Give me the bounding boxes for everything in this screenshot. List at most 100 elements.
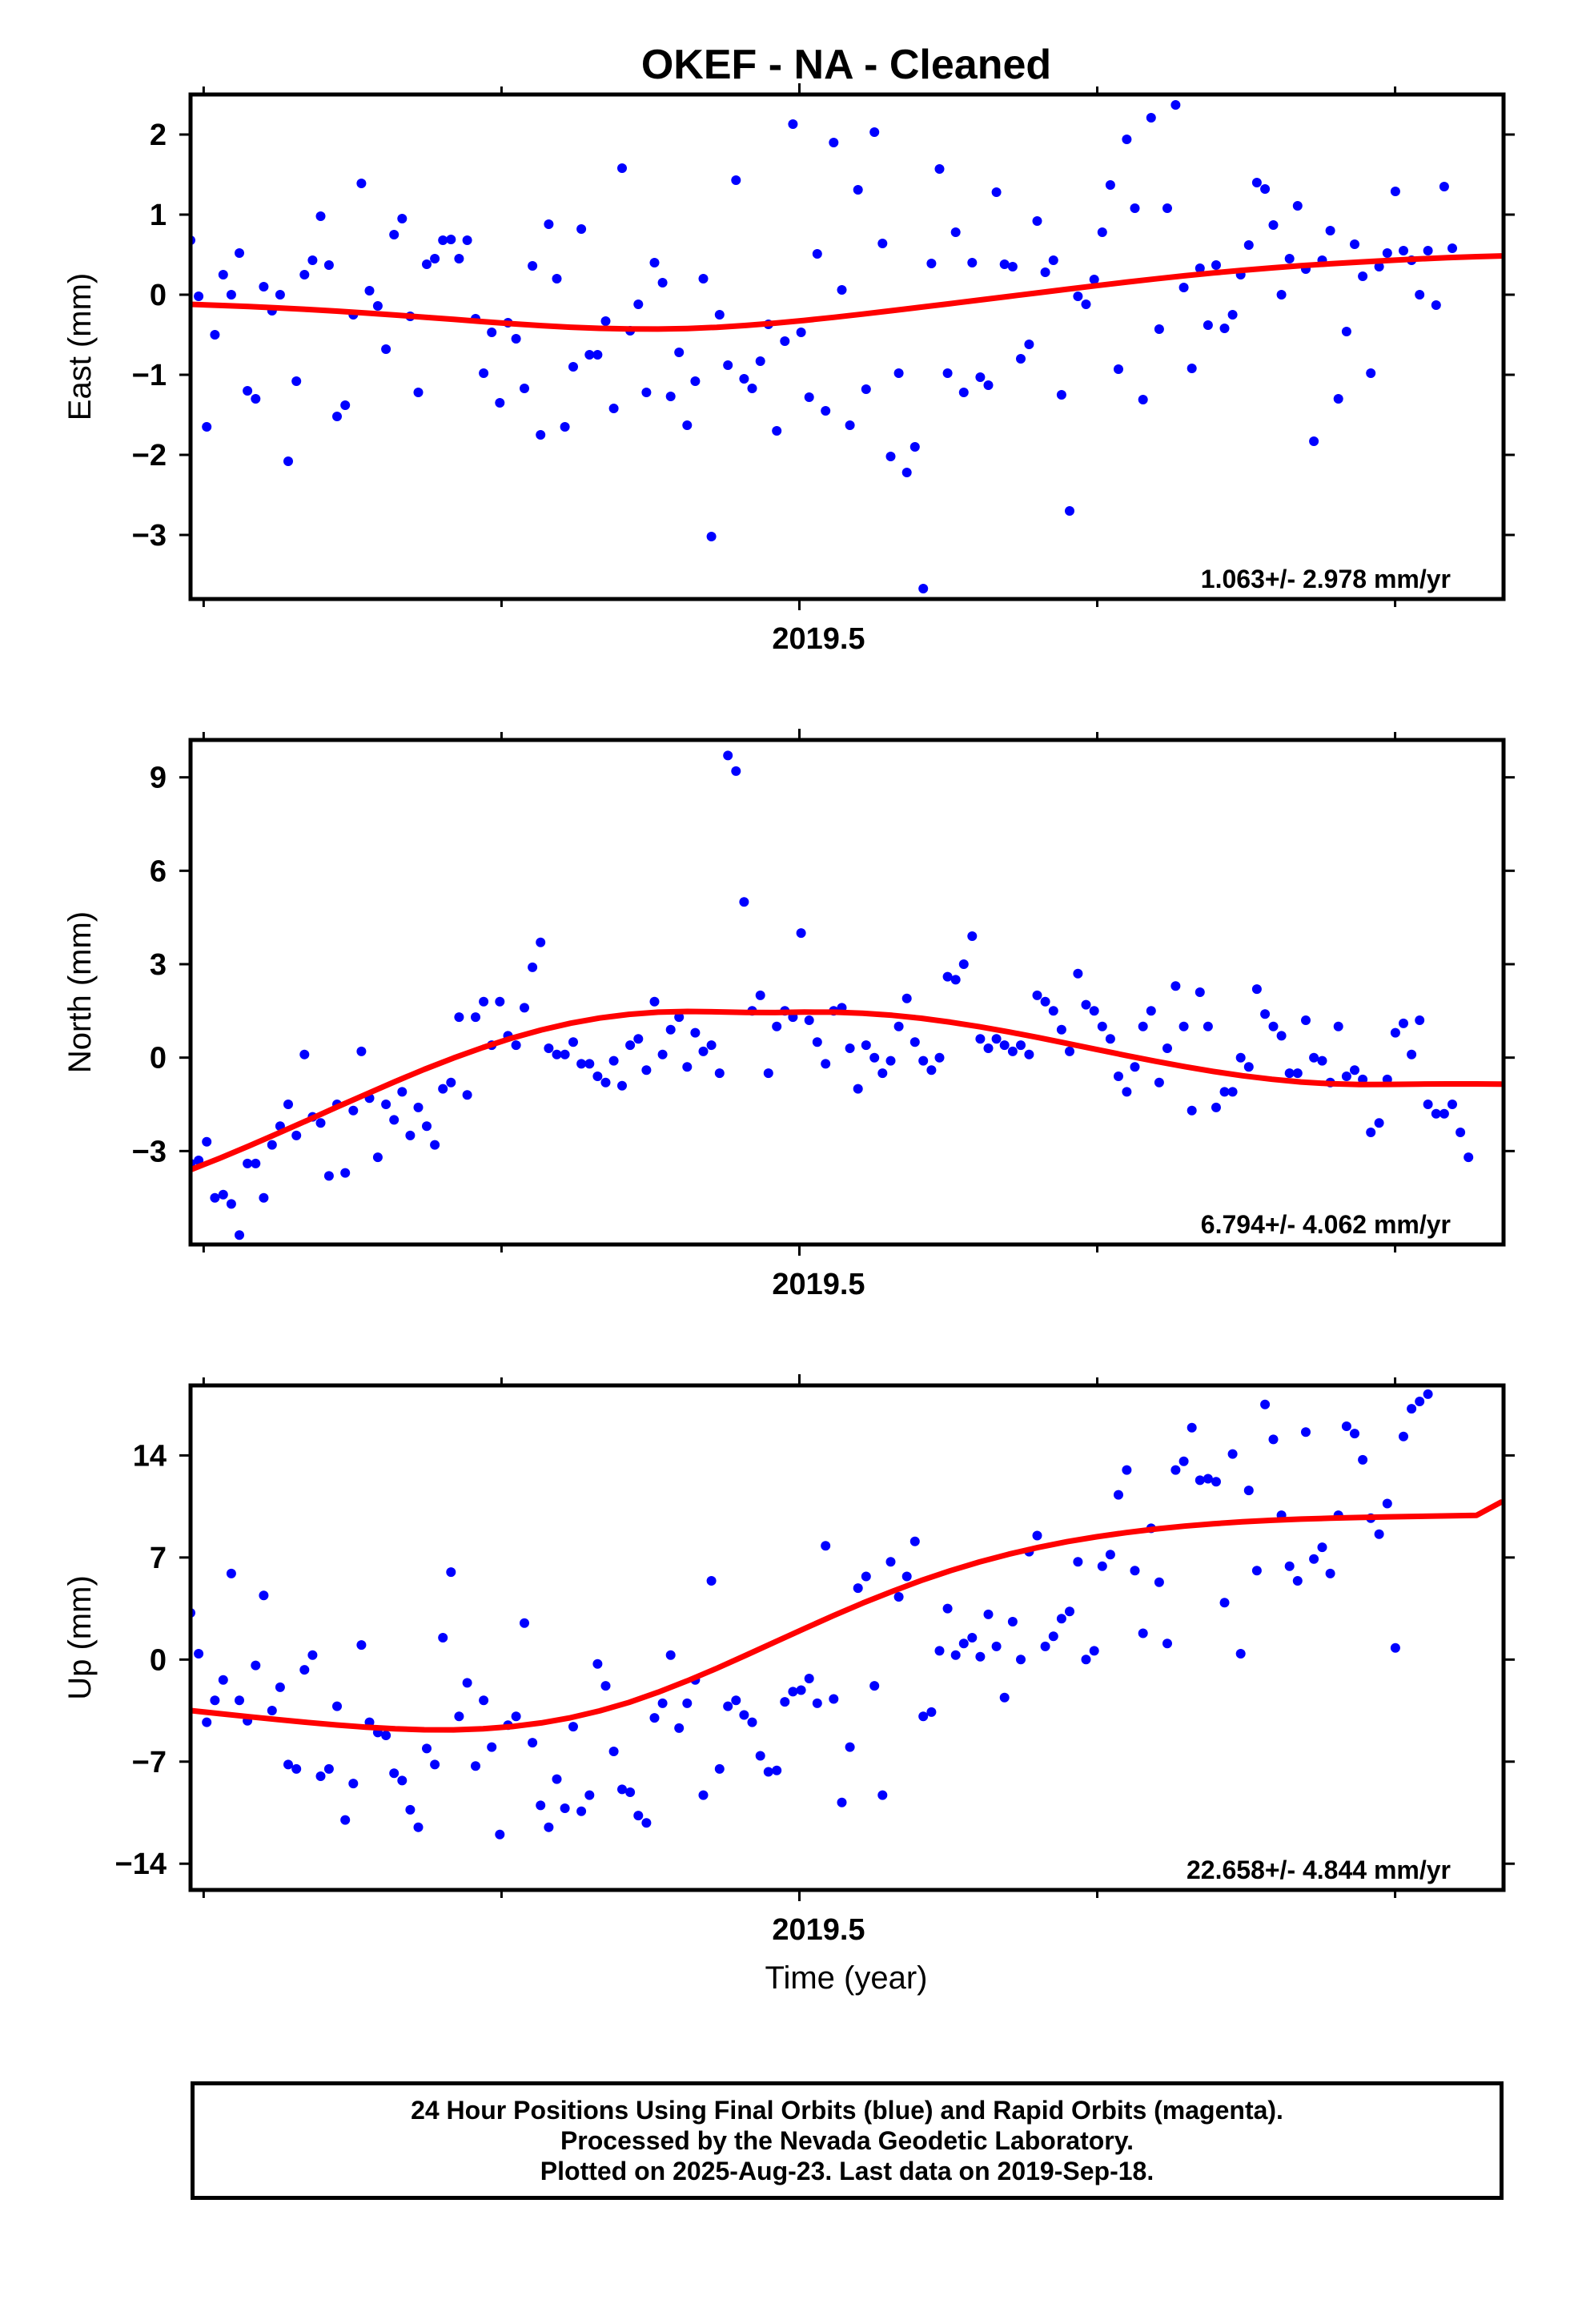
data-point [1073, 968, 1083, 979]
data-point [291, 1130, 302, 1140]
data-point [323, 260, 334, 270]
data-point [552, 274, 562, 283]
data-point [780, 336, 790, 346]
data-point [714, 1068, 725, 1079]
fit-line [191, 1008, 1504, 1173]
data-point [1480, 0, 1490, 5]
data-point [1219, 1598, 1230, 1608]
data-point [381, 1731, 391, 1740]
data-point [1399, 246, 1408, 255]
data-point [1040, 996, 1050, 1007]
data-point [991, 187, 1002, 197]
data-point [528, 261, 538, 271]
data-point [389, 1115, 400, 1125]
data-points [191, 0, 1490, 593]
data-point [1464, 0, 1473, 5]
data-point [731, 1695, 741, 1706]
data-point [1024, 1049, 1034, 1059]
data-point [1138, 1628, 1148, 1638]
data-point [739, 374, 749, 384]
data-point [1284, 1068, 1295, 1079]
data-point [1211, 1102, 1221, 1112]
y-tick-label: −14 [115, 1848, 167, 1881]
data-point [1268, 220, 1279, 230]
data-point [772, 426, 782, 436]
data-point [1154, 324, 1164, 334]
data-point [893, 1021, 904, 1031]
data-point [934, 164, 945, 174]
data-point [1407, 1049, 1417, 1059]
data-point [1130, 1566, 1140, 1576]
data-point [552, 1049, 562, 1059]
data-point [584, 1059, 595, 1069]
data-point [1130, 203, 1140, 213]
data-point [869, 1052, 880, 1063]
data-point [1431, 0, 1441, 5]
data-point [487, 1742, 497, 1752]
panel-2: 9 6 3 0 −3 2019.5 North (mm) 6.794+/- 4.062 mm/… [62, 0, 1515, 1301]
data-point [1219, 1087, 1230, 1097]
data-point [235, 1230, 244, 1240]
data-point [348, 1779, 359, 1789]
data-points [191, 0, 1506, 1240]
data-point [1431, 1108, 1441, 1119]
data-point [1195, 987, 1205, 997]
data-point [633, 1811, 644, 1821]
data-point [706, 1040, 717, 1051]
data-point [1301, 1015, 1311, 1025]
data-point [845, 1043, 855, 1053]
data-point [1456, 0, 1465, 5]
data-point [397, 1087, 408, 1097]
data-point [861, 1040, 871, 1051]
rate-annotation: 6.794+/- 4.062 mm/yr [1201, 1210, 1451, 1239]
data-point [592, 1659, 603, 1669]
data-point [600, 1077, 611, 1088]
data-point [617, 163, 627, 173]
data-point [1227, 1449, 1238, 1459]
data-point [991, 1641, 1002, 1651]
data-point [275, 1682, 285, 1692]
data-point [1496, 0, 1506, 5]
data-point [332, 412, 342, 421]
data-point [1390, 187, 1400, 196]
data-point [812, 1698, 822, 1708]
data-point [804, 1674, 814, 1683]
data-point [1056, 1614, 1066, 1624]
data-point [1260, 184, 1271, 194]
data-point [1268, 1434, 1279, 1445]
data-point [1203, 320, 1213, 330]
data-point [1472, 0, 1482, 5]
data-point [958, 388, 969, 397]
data-point [983, 1043, 994, 1053]
data-point [1317, 1542, 1327, 1553]
data-point [1309, 436, 1319, 446]
data-point [560, 422, 570, 432]
data-point [210, 1695, 220, 1706]
data-point [584, 1790, 595, 1800]
data-point [1032, 1530, 1042, 1541]
data-point [251, 1660, 261, 1671]
data-point [536, 937, 546, 947]
data-point [536, 1800, 546, 1811]
data-point [625, 1787, 636, 1797]
data-point [1447, 243, 1457, 253]
data-point [413, 388, 424, 397]
data-point [600, 316, 611, 326]
data-point [665, 1024, 676, 1035]
data-point [356, 1046, 367, 1056]
data-point [479, 996, 489, 1007]
data-point [934, 1646, 945, 1656]
data-point [1114, 364, 1123, 374]
data-point [796, 928, 806, 939]
data-point [1203, 1021, 1213, 1031]
data-point [381, 1100, 391, 1109]
data-point [682, 420, 693, 430]
data-point [1081, 1655, 1091, 1665]
data-point [348, 1105, 359, 1116]
data-point [950, 1650, 961, 1660]
data-point [821, 1059, 831, 1069]
chart-title: OKEF - NA - Cleaned [641, 42, 1051, 88]
data-point [674, 1723, 685, 1733]
data-point [544, 1043, 554, 1053]
data-point [926, 1065, 937, 1076]
